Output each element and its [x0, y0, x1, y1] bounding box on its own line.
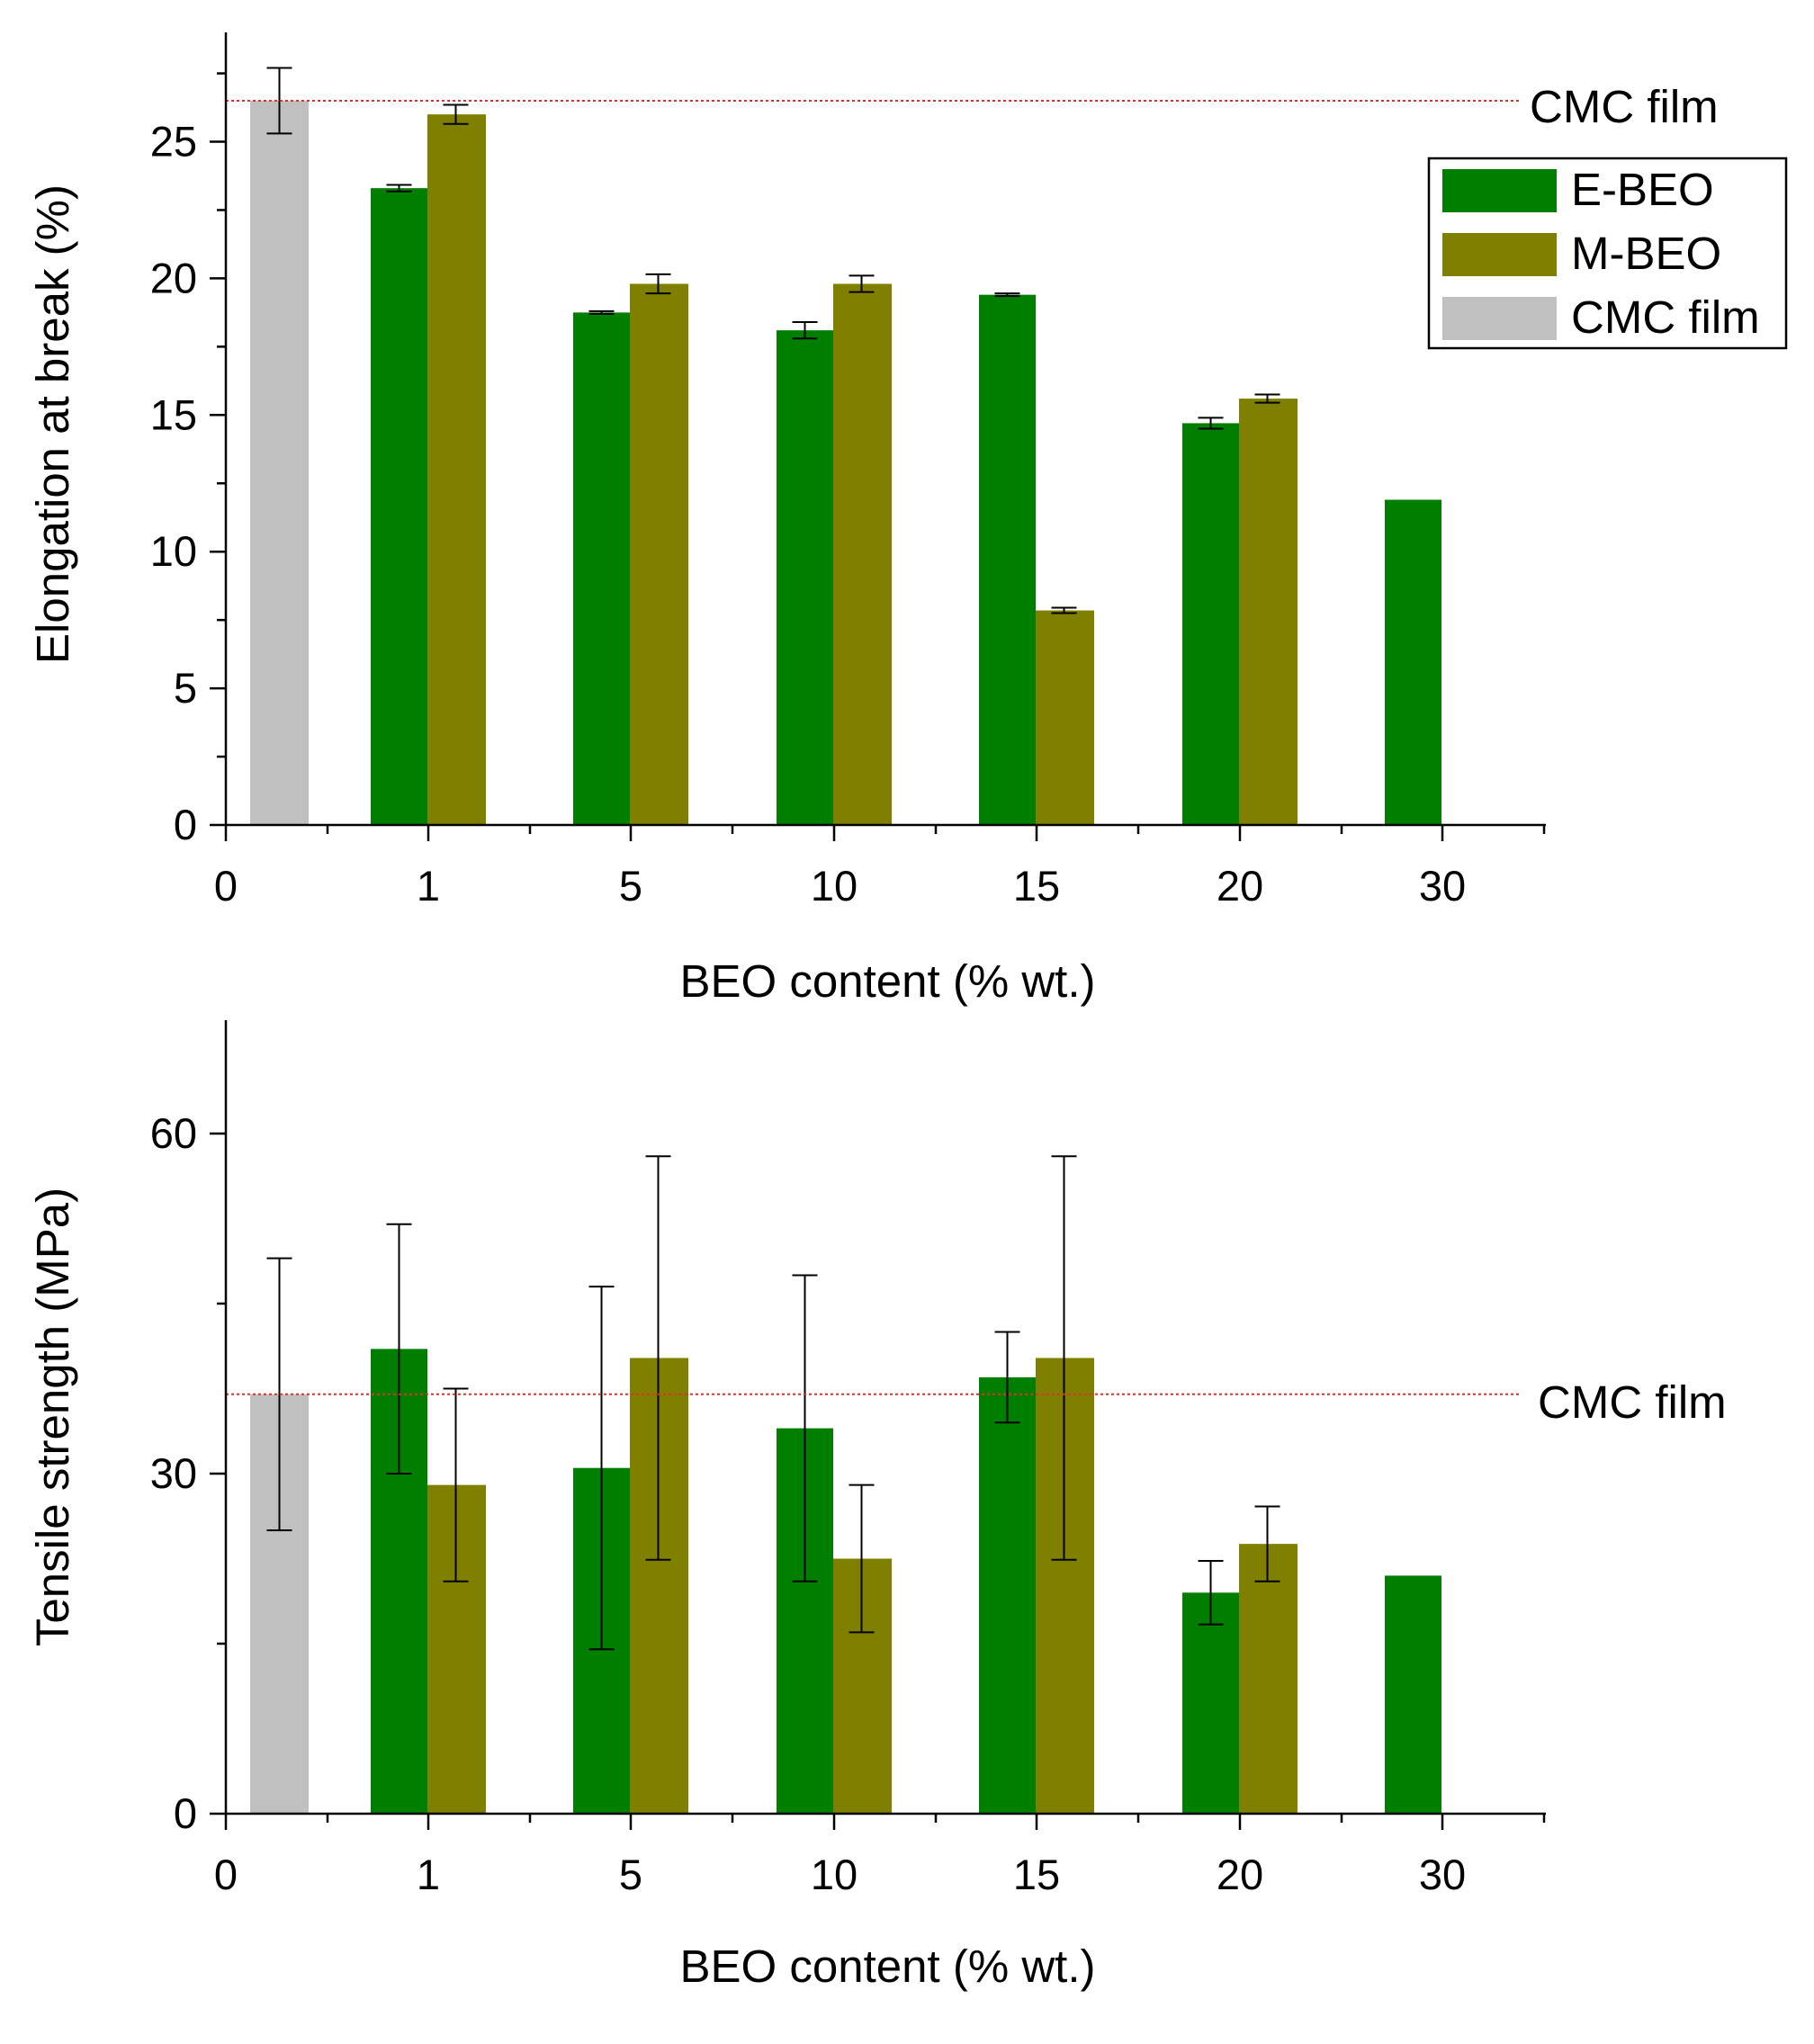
bar-m-beo-15 — [1036, 610, 1094, 825]
bar-e-beo-15 — [979, 1376, 1036, 1814]
bar-m-beo-20 — [1239, 1544, 1298, 1814]
x-tick-label: 30 — [1419, 862, 1466, 910]
y-tick-label: 5 — [174, 664, 197, 712]
bar-m-beo-5 — [630, 283, 688, 826]
x-tick-label: 30 — [1419, 1851, 1466, 1898]
reference-line-label: CMC film — [1538, 1376, 1727, 1428]
bar-e-beo-10 — [777, 330, 833, 825]
x-tick-label: 1 — [417, 862, 440, 910]
legend-swatch-m-beo — [1442, 233, 1557, 276]
x-tick-label: 15 — [1013, 862, 1060, 910]
x-tick-label: 15 — [1013, 1851, 1060, 1898]
y-ticks: 0 5 10 15 20 25 — [150, 72, 226, 848]
legend-label-e-beo: E-BEO — [1571, 164, 1714, 215]
x-tick-label: 0 — [214, 1851, 238, 1898]
x-ticks: 0 1 5 10 15 20 30 — [214, 825, 1546, 910]
reference-line-label: CMC film — [1530, 81, 1719, 132]
bar-e-beo-30 — [1385, 499, 1441, 825]
error-bars — [266, 1155, 1280, 1651]
y-tick-label: 0 — [174, 801, 197, 848]
y-tick-label: 30 — [150, 1449, 197, 1497]
legend-label-cmc-film: CMC film — [1571, 291, 1760, 343]
legend-swatch-cmc-film — [1442, 297, 1557, 340]
x-tick-label: 5 — [619, 862, 642, 910]
error-bars — [266, 67, 1280, 614]
x-axis-title: BEO content (% wt.) — [680, 1941, 1096, 1992]
bar-e-beo-30 — [1385, 1575, 1441, 1814]
legend: E-BEO M-BEO CMC film — [1427, 157, 1788, 350]
bar-cmc-film — [250, 100, 309, 826]
x-tick-label: 1 — [417, 1851, 440, 1898]
y-axis-title: Tensile strength (MPa) — [27, 1188, 78, 1646]
bar-e-beo-20 — [1182, 423, 1239, 825]
x-tick-label: 0 — [214, 862, 238, 910]
x-axis-title: BEO content (% wt.) — [680, 955, 1096, 1007]
x-tick-label: 20 — [1217, 862, 1263, 910]
x-ticks: 0 1 5 10 15 20 30 — [214, 1814, 1546, 1898]
y-tick-label: 10 — [150, 527, 197, 575]
x-tick-label: 20 — [1217, 1851, 1263, 1898]
bar-m-beo-20 — [1239, 399, 1298, 825]
bar-m-beo-1 — [427, 114, 486, 825]
bar-e-beo-20 — [1182, 1592, 1239, 1814]
y-tick-label: 25 — [150, 118, 197, 166]
y-tick-label: 15 — [150, 390, 197, 438]
bar-e-beo-15 — [979, 294, 1036, 826]
y-ticks: 0 30 60 — [150, 1109, 226, 1837]
legend-label-m-beo: M-BEO — [1571, 228, 1721, 279]
bar-e-beo-1 — [371, 188, 427, 826]
legend-swatch-e-beo — [1442, 169, 1557, 212]
y-tick-label: 60 — [150, 1109, 197, 1157]
bar-e-beo-5 — [573, 312, 630, 825]
y-axis-title: Elongation at break (%) — [27, 184, 78, 664]
x-tick-label: 10 — [811, 1851, 858, 1898]
y-tick-label: 20 — [150, 254, 197, 301]
x-tick-label: 5 — [619, 1851, 642, 1898]
bar-m-beo-10 — [833, 283, 892, 826]
y-tick-label: 0 — [174, 1789, 197, 1837]
x-tick-label: 10 — [811, 862, 858, 910]
bars — [250, 100, 1441, 826]
